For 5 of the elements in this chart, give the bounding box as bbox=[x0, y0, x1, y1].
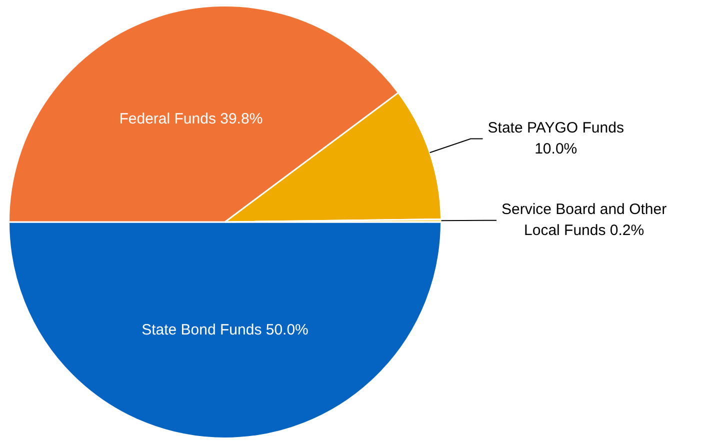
slice-label: State PAYGO Funds bbox=[488, 119, 624, 136]
data-label: 10.0% bbox=[534, 140, 578, 158]
slice-label: Service Board and Other Local Funds 0.2% bbox=[501, 201, 667, 240]
slice-label: State Bond Funds 50.0% bbox=[142, 321, 308, 338]
slice-label: Federal Funds 39.8% bbox=[119, 110, 263, 128]
